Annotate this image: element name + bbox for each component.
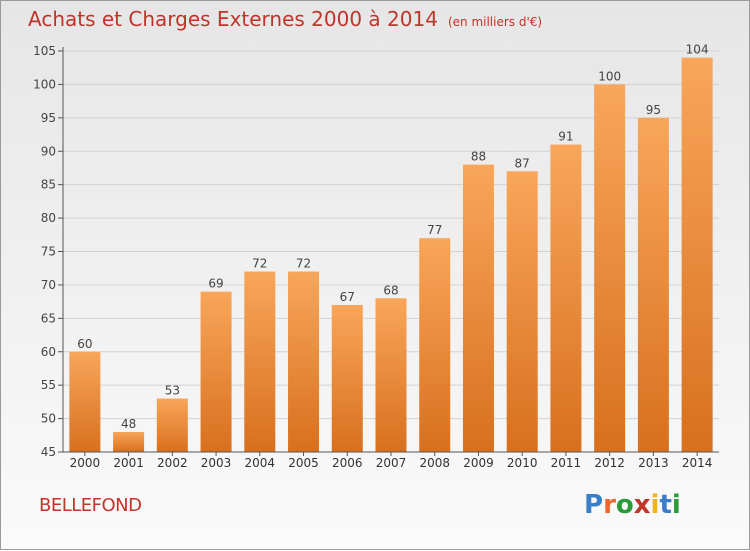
x-tick-label-2014: 2014 [682, 456, 713, 470]
data-label-2012: 100 [598, 69, 621, 83]
logo-letter: x [634, 490, 651, 520]
data-label-2006: 67 [340, 290, 355, 304]
y-tick-label: 85 [41, 178, 56, 192]
bar-2006[interactable] [332, 305, 363, 452]
proxiti-logo[interactable]: Proxiti [584, 490, 681, 520]
bars: 60 48 53 69 72 72 67 68 77 88 87 91 100 95 104 [69, 43, 712, 452]
x-tick-label-2010: 2010 [507, 456, 538, 470]
bar-2001[interactable] [113, 432, 144, 452]
x-tick-label-2000: 2000 [70, 456, 101, 470]
x-tick-label-2003: 2003 [201, 456, 232, 470]
data-label-2004: 72 [252, 257, 267, 271]
x-tick-label-2007: 2007 [376, 456, 407, 470]
data-label-2003: 69 [208, 277, 223, 291]
x-tick-label-2004: 2004 [245, 456, 276, 470]
y-tick-label: 65 [41, 311, 56, 325]
data-label-2005: 72 [296, 257, 311, 271]
y-tick-label: 60 [41, 345, 56, 359]
y-tick-label: 50 [41, 412, 56, 426]
bar-2003[interactable] [201, 292, 232, 452]
bar-2014[interactable] [682, 58, 713, 452]
y-tick-label: 55 [41, 378, 56, 392]
data-label-2010: 87 [515, 156, 530, 170]
chart-frame: Achats et Charges Externes 2000 à 2014 (e… [0, 0, 750, 550]
y-tick-label: 95 [41, 111, 56, 125]
logo-letter: r [603, 490, 616, 520]
data-label-2011: 91 [558, 130, 573, 144]
y-tick-label: 75 [41, 245, 56, 259]
y-tick-label: 45 [41, 445, 56, 459]
data-label-2007: 68 [383, 283, 398, 297]
data-label-2009: 88 [471, 150, 486, 164]
bar-2013[interactable] [638, 118, 669, 452]
x-tick-label-2002: 2002 [157, 456, 188, 470]
logo-letter: i [672, 490, 681, 520]
x-tick-label-2005: 2005 [288, 456, 319, 470]
y-tick-label: 70 [41, 278, 56, 292]
y-tick-label: 100 [33, 77, 56, 91]
y-tick-label: 105 [33, 44, 56, 58]
bar-2012[interactable] [594, 84, 625, 452]
logo-letter: t [659, 490, 671, 520]
x-tick-label-2013: 2013 [638, 456, 669, 470]
y-tick-label: 80 [41, 211, 56, 225]
y-tick-label: 90 [41, 144, 56, 158]
bar-2009[interactable] [463, 165, 494, 452]
data-label-2008: 77 [427, 223, 442, 237]
x-tick-label-2012: 2012 [594, 456, 625, 470]
bar-2011[interactable] [550, 145, 581, 452]
bar-2008[interactable] [419, 238, 450, 452]
data-label-2014: 104 [686, 43, 709, 57]
x-tick-label-2006: 2006 [332, 456, 363, 470]
data-label-2013: 95 [646, 103, 661, 117]
x-tick-label-2008: 2008 [419, 456, 450, 470]
x-tick-label-2001: 2001 [113, 456, 144, 470]
bar-2010[interactable] [507, 171, 538, 452]
place-name: BELLEFOND [39, 495, 142, 516]
bar-2007[interactable] [376, 298, 407, 452]
x-tick-label-2009: 2009 [463, 456, 494, 470]
data-label-2000: 60 [77, 337, 92, 351]
x-tick-label-2011: 2011 [551, 456, 582, 470]
data-label-2002: 53 [165, 384, 180, 398]
bar-2005[interactable] [288, 272, 319, 452]
logo-letter: o [616, 490, 634, 520]
bar-2002[interactable] [157, 399, 188, 452]
data-label-2001: 48 [121, 417, 136, 431]
logo-letter: P [584, 490, 603, 520]
bar-chart: 60 48 53 69 72 72 67 68 77 88 87 91 100 95 104 45 50 55 6… [1, 1, 750, 551]
bar-2004[interactable] [244, 272, 275, 452]
bar-2000[interactable] [69, 352, 100, 452]
logo-letter: i [651, 490, 660, 520]
